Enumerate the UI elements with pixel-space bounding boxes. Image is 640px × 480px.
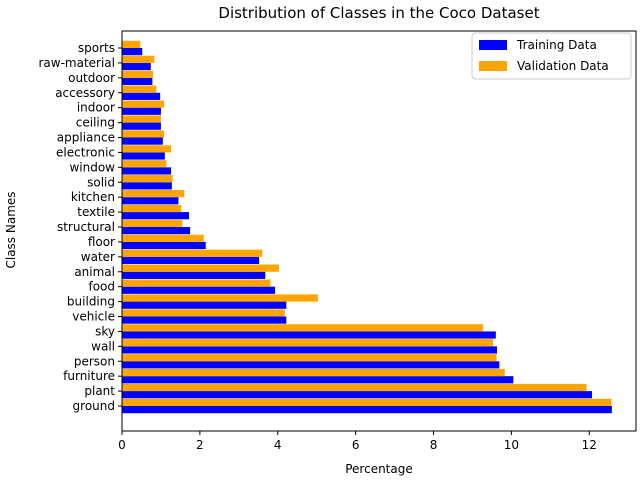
bar-validation-appliance <box>122 130 165 138</box>
bar-training-window <box>122 167 172 175</box>
chart-title: Distribution of Classes in the Coco Data… <box>218 4 539 22</box>
y-tick-label: ceiling <box>76 116 115 130</box>
y-tick-label: building <box>67 295 115 309</box>
bar-validation-wall <box>122 339 494 347</box>
y-tick-label: solid <box>87 175 115 189</box>
y-tick-label: window <box>69 160 115 174</box>
x-tick-label: 12 <box>582 438 597 452</box>
bars-group <box>122 40 612 414</box>
y-axis-title: Class Names <box>4 191 18 268</box>
y-tick-label: food <box>88 280 115 294</box>
bar-validation-window <box>122 160 167 168</box>
y-tick-label: animal <box>74 265 115 279</box>
y-tick-label: kitchen <box>71 190 115 204</box>
bar-validation-textile <box>122 204 182 213</box>
bar-training-textile <box>122 212 189 220</box>
bar-validation-outdoor <box>122 70 154 78</box>
bar-validation-ceiling <box>122 115 161 123</box>
bar-training-animal <box>122 271 266 279</box>
bar-validation-plant <box>122 383 587 392</box>
bar-training-floor <box>122 241 206 250</box>
bar-validation-kitchen <box>122 189 185 198</box>
x-axis-title: Percentage <box>345 462 413 476</box>
bar-training-structural <box>122 227 191 235</box>
legend: Training Data Validation Data <box>471 32 632 80</box>
bar-training-appliance <box>122 137 163 145</box>
bar-validation-animal <box>122 264 279 272</box>
y-axis: groundplantfurniturepersonwallskyvehicle… <box>38 41 122 413</box>
y-tick-label: outdoor <box>68 71 115 85</box>
bar-training-building <box>122 301 287 309</box>
bar-validation-food <box>122 279 271 287</box>
x-tick-label: 4 <box>274 438 282 452</box>
y-tick-label: raw-material <box>38 56 115 70</box>
bar-training-sports <box>122 48 143 56</box>
x-axis: 0 2 4 6 8 10 12 <box>118 431 597 452</box>
bar-validation-sports <box>122 40 141 48</box>
legend-swatch-training <box>479 40 507 50</box>
y-tick-label: indoor <box>77 101 115 115</box>
bar-training-furniture <box>122 376 514 384</box>
y-tick-label: sky <box>95 324 115 338</box>
y-tick-label: wall <box>91 339 115 353</box>
x-tick-label: 0 <box>118 438 126 452</box>
bar-validation-vehicle <box>122 309 285 317</box>
bar-validation-water <box>122 249 263 257</box>
y-tick-label: ground <box>73 399 115 413</box>
bar-validation-ground <box>122 398 612 406</box>
bar-training-electronic <box>122 152 165 160</box>
bar-validation-accessory <box>122 85 157 93</box>
bar-training-wall <box>122 346 497 354</box>
y-tick-label: accessory <box>55 86 115 100</box>
legend-swatch-validation <box>479 61 507 71</box>
y-tick-label: structural <box>57 220 115 234</box>
x-tick-label: 8 <box>430 438 438 452</box>
y-tick-label: furniture <box>63 369 115 383</box>
y-tick-label: electronic <box>56 145 115 159</box>
bar-training-raw-material <box>122 62 151 71</box>
bar-validation-solid <box>122 175 173 183</box>
y-tick-label: floor <box>88 235 115 249</box>
bar-validation-furniture <box>122 368 505 377</box>
x-tick-label: 2 <box>196 438 204 452</box>
bar-training-solid <box>122 182 172 190</box>
bar-validation-raw-material <box>122 55 155 63</box>
bar-validation-sky <box>122 324 483 332</box>
y-tick-label: water <box>81 250 115 264</box>
bar-training-ground <box>122 406 612 414</box>
y-tick-label: vehicle <box>72 310 115 324</box>
bar-validation-electronic <box>122 145 172 153</box>
legend-box <box>471 32 632 80</box>
bar-validation-indoor <box>122 100 165 108</box>
bar-training-ceiling <box>122 122 161 130</box>
bar-training-outdoor <box>122 77 153 86</box>
bar-training-kitchen <box>122 197 179 205</box>
bar-training-indoor <box>122 107 161 115</box>
plot-frame <box>121 30 637 432</box>
y-tick-label: appliance <box>57 131 115 145</box>
y-tick-label: plant <box>84 384 115 398</box>
bar-validation-floor <box>122 234 204 242</box>
legend-label-validation: Validation Data <box>517 59 609 73</box>
bar-training-sky <box>122 331 496 339</box>
bar-training-food <box>122 286 276 294</box>
bar-training-water <box>122 256 260 265</box>
y-tick-label: textile <box>77 205 115 219</box>
y-tick-label: person <box>74 354 115 368</box>
bar-training-plant <box>122 391 592 399</box>
bar-training-person <box>122 361 500 369</box>
bar-training-accessory <box>122 92 161 100</box>
x-tick-label: 6 <box>352 438 360 452</box>
bar-validation-person <box>122 354 497 362</box>
legend-label-training: Training Data <box>516 38 597 52</box>
bar-training-vehicle <box>122 316 287 324</box>
y-tick-label: sports <box>78 41 115 55</box>
bar-validation-building <box>122 294 318 302</box>
x-tick-label: 10 <box>504 438 519 452</box>
bar-validation-structural <box>122 219 183 227</box>
